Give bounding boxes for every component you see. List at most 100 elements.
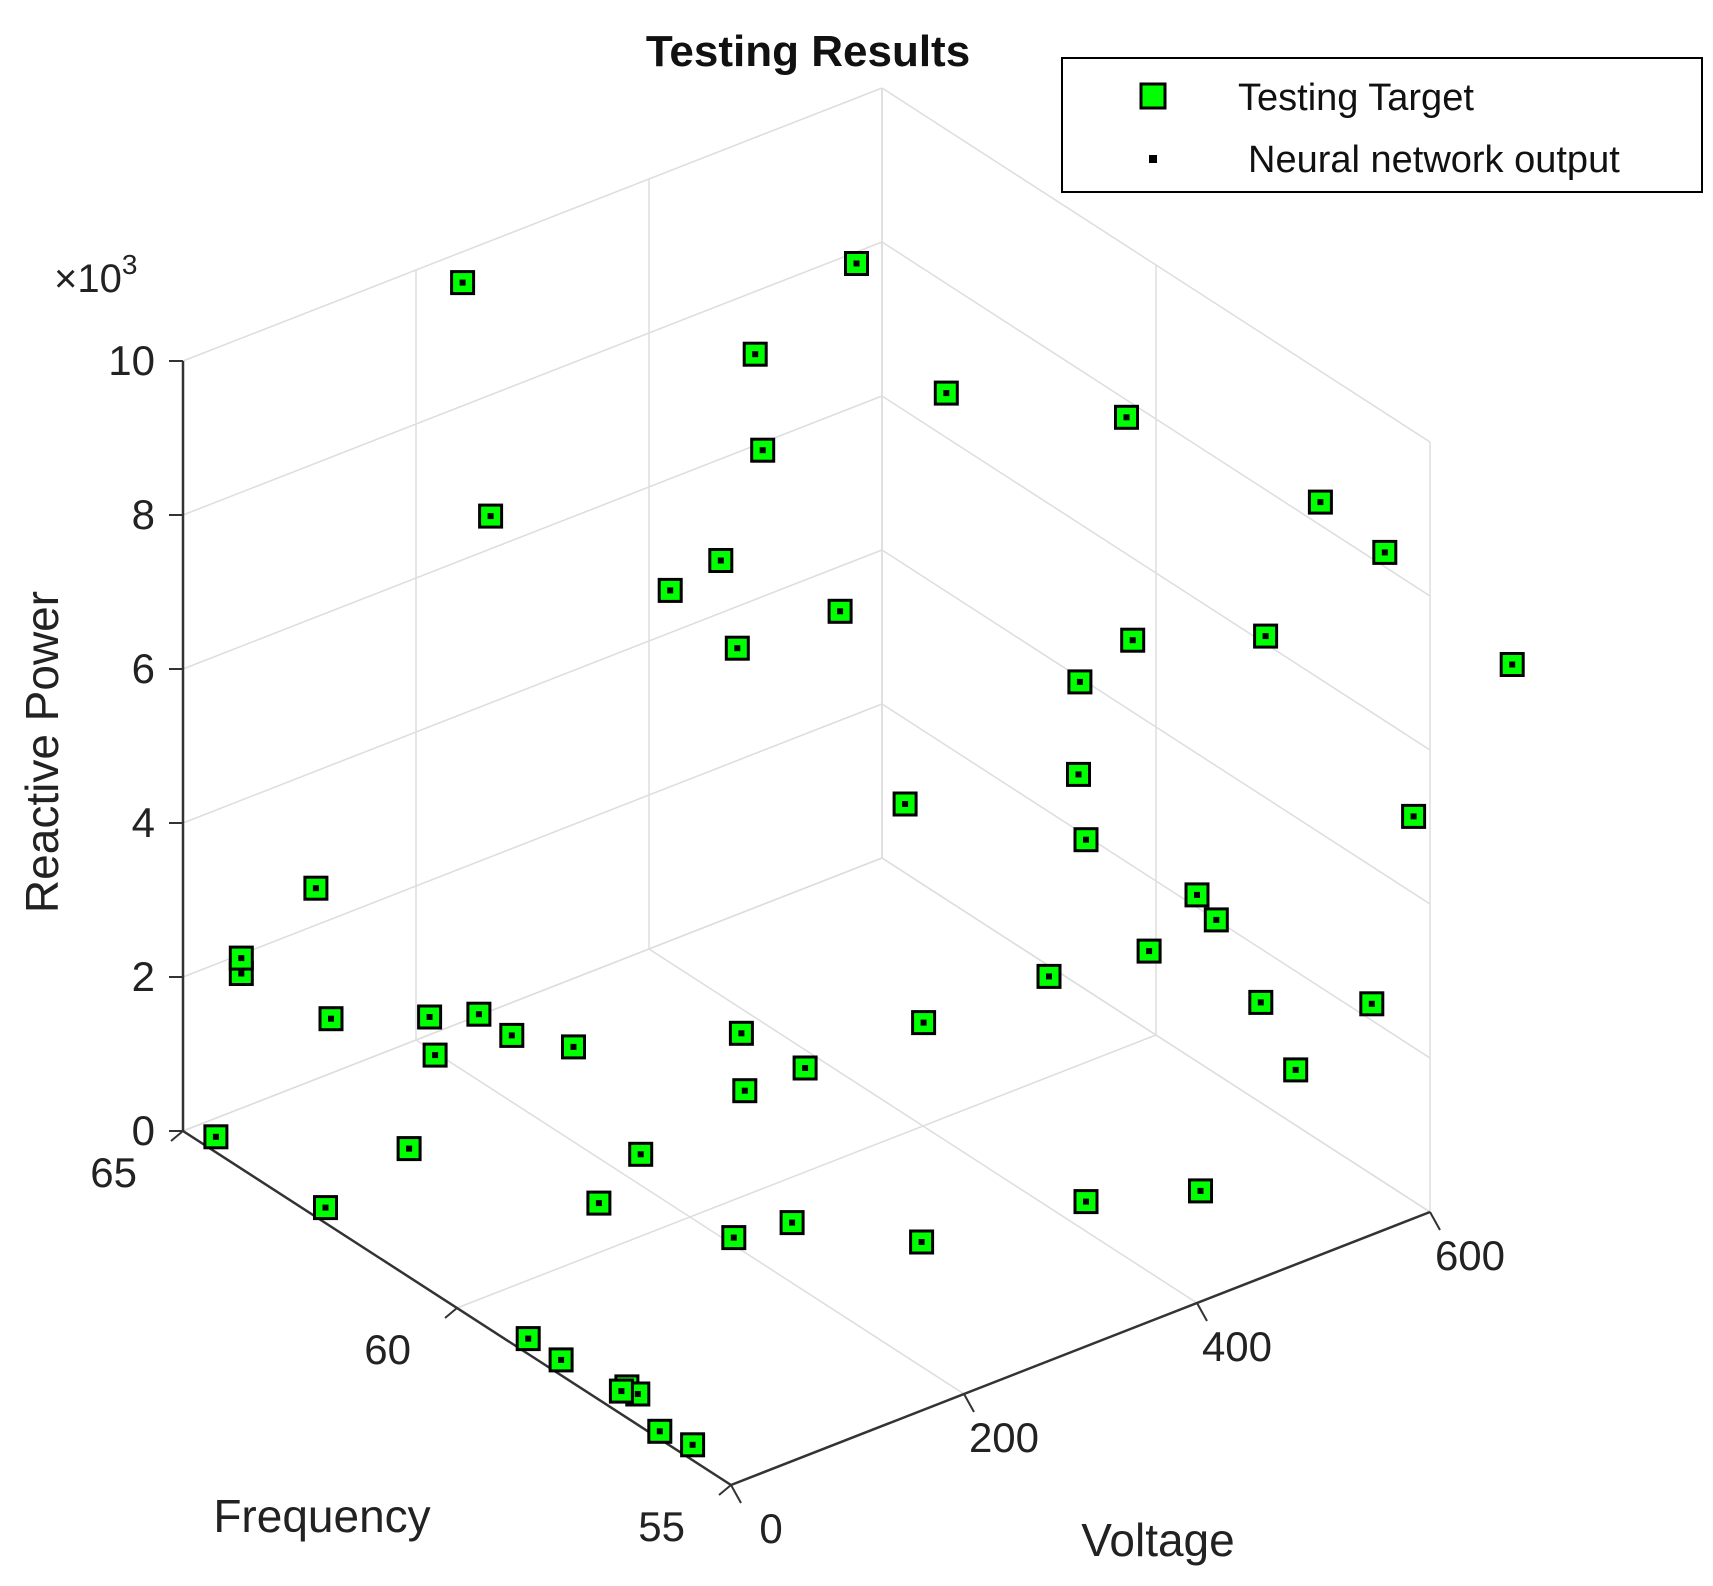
- x-tick-mark: [1196, 1302, 1208, 1322]
- legend-marker-testing-target: [1139, 82, 1167, 110]
- legend: Testing Target Neural network output: [1061, 57, 1703, 193]
- legend-label-testing-target: Testing Target: [1238, 77, 1474, 119]
- legend-box: [1061, 57, 1703, 193]
- grid-lines: [182, 87, 1431, 1486]
- x-tick-mark: [963, 1393, 975, 1413]
- neural-network-output-marker: [1083, 836, 1089, 843]
- neural-network-output-marker: [475, 1011, 482, 1018]
- y-tick-label: 65: [90, 1149, 137, 1196]
- y-tick-label: 60: [364, 1326, 411, 1373]
- chart-title: Testing Results: [646, 27, 970, 76]
- neural-network-output-marker: [920, 1019, 927, 1026]
- neural-network-output-marker: [759, 447, 766, 454]
- neural-network-output-marker: [312, 885, 319, 892]
- neural-network-output-marker: [238, 970, 245, 977]
- data-points: [203, 251, 1525, 1458]
- neural-network-output-marker: [212, 1133, 219, 1140]
- neural-network-output-marker: [1076, 678, 1083, 685]
- grid-line-z-back: [182, 703, 883, 978]
- x-tick-mark: [730, 1484, 742, 1504]
- z-tick-label: 10: [108, 337, 155, 384]
- neural-network-output-marker: [1213, 916, 1220, 923]
- neural-network-output-marker: [1075, 771, 1082, 778]
- neural-network-output-marker: [637, 1151, 644, 1158]
- y-tick-label: 55: [638, 1503, 685, 1550]
- neural-network-output-marker: [570, 1043, 577, 1050]
- neural-network-output-marker: [322, 1204, 329, 1211]
- neural-network-output-marker: [1262, 633, 1269, 640]
- z-tick-label: 8: [132, 491, 155, 538]
- neural-network-output-marker: [525, 1335, 532, 1342]
- neural-network-output-marker: [802, 1065, 809, 1071]
- z-exponent-power: 3: [122, 249, 138, 280]
- grid-line-z-back: [182, 549, 883, 824]
- neural-network-output-marker: [741, 1087, 748, 1094]
- neural-network-output-marker: [837, 608, 844, 615]
- x-axis-title: Voltage: [1081, 1514, 1234, 1566]
- neural-network-output-marker: [656, 1428, 663, 1435]
- x-axis-line: [730, 1210, 1431, 1487]
- neural-network-output-marker: [1292, 1066, 1299, 1073]
- x-tick-label: 200: [969, 1414, 1039, 1461]
- legend-label-neural-network-output: Neural network output: [1248, 139, 1620, 181]
- neural-network-output-marker: [1129, 637, 1136, 644]
- y-tick-mark: [170, 1130, 184, 1142]
- legend-marker-neural-network-output: [1149, 155, 1157, 163]
- y-tick-mark: [718, 1484, 732, 1496]
- z-axis-title: Reactive Power: [16, 591, 68, 913]
- neural-network-output-marker: [558, 1356, 565, 1363]
- neural-network-output-marker: [328, 1015, 334, 1022]
- neural-network-output-marker: [1194, 891, 1200, 898]
- z-tick-label: 6: [132, 645, 155, 692]
- neural-network-output-marker: [789, 1219, 796, 1226]
- neural-network-output-marker: [426, 1014, 433, 1020]
- x-tick-label: 600: [1435, 1232, 1505, 1279]
- neural-network-output-marker: [752, 351, 759, 358]
- neural-network-output-marker: [1317, 499, 1324, 506]
- neural-network-output-marker: [1123, 414, 1130, 421]
- neural-network-output-marker: [734, 645, 741, 652]
- neural-network-output-marker: [1146, 948, 1153, 955]
- neural-network-output-marker: [667, 587, 674, 594]
- neural-network-output-marker: [487, 513, 494, 520]
- neural-network-output-marker: [1509, 661, 1516, 668]
- neural-network-output-marker: [634, 1391, 641, 1397]
- grid-line-z-back: [182, 395, 883, 670]
- z-exponent-label: ×103: [54, 249, 137, 301]
- z-tick-label: 0: [132, 1107, 155, 1154]
- neural-network-output-marker: [432, 1052, 439, 1059]
- z-tick-label: 2: [132, 953, 155, 1000]
- neural-network-output-marker: [508, 1032, 515, 1039]
- neural-network-output-marker: [595, 1200, 602, 1207]
- neural-network-output-marker: [238, 955, 245, 962]
- neural-network-output-marker: [902, 801, 909, 807]
- grid-line-y-floor: [456, 1034, 1157, 1309]
- grid-line-y-floor: [182, 857, 883, 1132]
- neural-network-output-marker: [717, 557, 724, 564]
- neural-network-output-marker: [853, 260, 860, 267]
- x-tick-label: 400: [1202, 1323, 1272, 1370]
- y-tick-mark: [444, 1307, 458, 1319]
- neural-network-output-marker: [1257, 999, 1264, 1006]
- x-tick-mark: [1429, 1211, 1441, 1231]
- y-axis-title: Frequency: [213, 1490, 430, 1542]
- neural-network-output-marker: [730, 1234, 737, 1241]
- grid-line-z-back: [182, 241, 883, 516]
- neural-network-output-marker: [918, 1239, 925, 1245]
- axes: [169, 360, 1441, 1504]
- neural-network-output-marker: [943, 390, 950, 397]
- x-tick-label: 0: [759, 1505, 782, 1552]
- neural-network-output-marker: [1046, 973, 1052, 980]
- neural-network-output-marker: [1083, 1198, 1089, 1205]
- neural-network-output-marker: [1368, 1000, 1375, 1007]
- grid-line-z-back: [182, 87, 883, 362]
- neural-network-output-marker: [459, 279, 466, 286]
- neural-network-output-marker: [1381, 549, 1388, 556]
- neural-network-output-marker: [618, 1388, 625, 1395]
- neural-network-output-marker: [689, 1441, 696, 1448]
- neural-network-output-marker: [1197, 1187, 1204, 1194]
- neural-network-output-marker: [1410, 813, 1417, 820]
- neural-network-output-marker: [738, 1030, 745, 1037]
